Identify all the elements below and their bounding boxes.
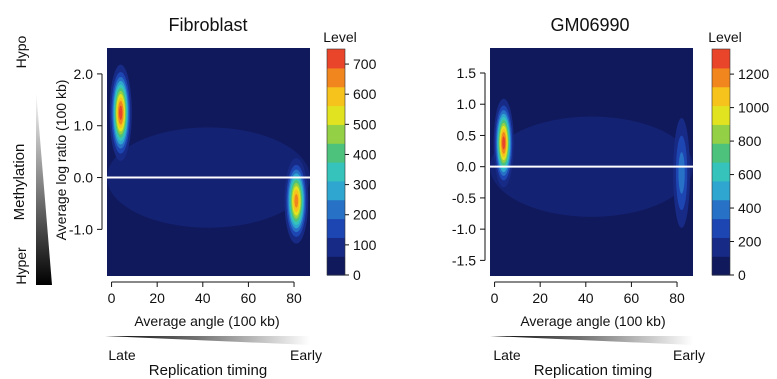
x-tick-label: 60 — [241, 290, 257, 306]
x-tick-label: 20 — [532, 290, 548, 306]
y-tick-label: 1.5 — [457, 65, 477, 81]
density-contour — [502, 136, 506, 150]
methylation-scale: Hypo Methylation Hyper — [11, 35, 52, 285]
y-tick-label: 1.0 — [457, 96, 477, 112]
colorbar-swatch — [327, 143, 345, 163]
colorbar-swatch — [327, 124, 345, 144]
colorbar-swatch — [327, 105, 345, 125]
x-axis-label: Average angle (100 kb) — [134, 313, 279, 329]
colorbar-swatch — [712, 124, 730, 144]
replication-late-label: Late — [108, 347, 135, 363]
colorbar-swatch — [712, 237, 730, 257]
colorbar-swatch — [712, 105, 730, 125]
chart-title: GM06990 — [550, 15, 629, 35]
replication-scale-left: Late Early Replication timing — [105, 336, 322, 379]
colorbar-tick-label: 600 — [738, 167, 762, 183]
x-tick-label: 80 — [669, 290, 685, 306]
colorbar: 0 100 200 300 400 500 600 700 — [326, 48, 377, 283]
colorbar-tick-label: 200 — [353, 207, 377, 223]
y-tick-label: -1.5 — [452, 252, 476, 268]
colorbar-frame — [326, 48, 346, 276]
replication-gradient-wedge — [490, 336, 693, 345]
colorbar-tick-label: 1200 — [738, 66, 769, 82]
methylation-top-label: Hypo — [13, 35, 29, 68]
methylation-gradient-wedge — [36, 90, 52, 285]
colorbar-tick-label: 700 — [353, 56, 377, 72]
colorbar-swatch — [327, 49, 345, 69]
colorbar-swatch — [712, 199, 730, 220]
colorbar-title: Level — [323, 29, 356, 45]
chart-title: Fibroblast — [168, 15, 247, 35]
density-contour — [119, 105, 123, 120]
colorbar-swatch — [327, 256, 345, 276]
replication-early-label: Early — [290, 347, 322, 363]
x-tick-label: 40 — [578, 290, 594, 306]
methylation-bottom-label: Hyper — [13, 247, 29, 285]
y-tick-label: -0.5 — [452, 190, 476, 206]
x-tick-label: 60 — [624, 290, 640, 306]
colorbar-swatch — [712, 162, 730, 182]
colorbar-swatch — [327, 180, 345, 201]
replication-label: Replication timing — [534, 362, 652, 379]
x-axis-label: Average angle (100 kb) — [520, 313, 665, 329]
colorbar-swatch — [712, 256, 730, 276]
y-axis-label: Average log ratio (100 kb) — [53, 80, 69, 241]
x-axis: 0 20 40 60 80 — [108, 281, 302, 306]
panel-gm06990: GM06990 0 20 40 60 80 1.5 1.0 0.5 0.0 -0.5 -1.0 -1… — [452, 15, 769, 329]
density-contour — [294, 194, 299, 208]
colorbar-frame — [711, 48, 731, 276]
x-tick-label: 0 — [491, 290, 499, 306]
y-tick-label: -1.0 — [452, 221, 476, 237]
colorbar-tick-label: 300 — [353, 177, 377, 193]
colorbar-tick-label: 600 — [353, 86, 377, 102]
colorbar-swatch — [327, 237, 345, 257]
replication-late-label: Late — [493, 347, 520, 363]
x-tick-label: 80 — [286, 290, 302, 306]
y-tick-label: 0.0 — [74, 170, 94, 186]
colorbar-tick-label: 800 — [738, 133, 762, 149]
colorbar-swatch — [712, 180, 730, 201]
colorbar-tick-label: 100 — [353, 237, 377, 253]
colorbar-tick-label: 400 — [353, 146, 377, 162]
colorbar: 0 200 400 600 800 1000 1200 — [711, 48, 769, 283]
replication-gradient-wedge — [105, 336, 310, 345]
y-tick-label: -1.0 — [69, 221, 93, 237]
colorbar-tick-label: 200 — [738, 234, 762, 250]
x-axis: 0 20 40 60 80 — [491, 281, 685, 306]
y-tick-label: 0.0 — [457, 159, 477, 175]
x-tick-label: 40 — [195, 290, 211, 306]
colorbar-tick-label: 500 — [353, 116, 377, 132]
colorbar-tick-label: 0 — [738, 267, 746, 283]
y-axis: 2.0 1.0 0.0 -1.0 — [69, 66, 103, 237]
colorbar-swatch — [327, 218, 345, 238]
colorbar-swatch — [712, 86, 730, 107]
colorbar-swatch — [712, 218, 730, 238]
panel-fibroblast: Fibroblast 0 20 40 60 80 2.0 1.0 0.0 -1.0 Avera… — [53, 15, 377, 329]
x-tick-label: 0 — [108, 290, 116, 306]
replication-scale-right: Late Early Replication timing — [490, 336, 705, 379]
colorbar-swatch — [712, 49, 730, 69]
methylation-label: Methylation — [11, 144, 28, 221]
colorbar-swatch — [327, 199, 345, 220]
y-tick-label: 2.0 — [74, 66, 94, 82]
y-tick-label: 1.0 — [74, 118, 94, 134]
replication-label: Replication timing — [149, 362, 267, 379]
colorbar-swatch — [712, 67, 730, 88]
y-tick-label: 0.5 — [457, 127, 477, 143]
colorbar-swatch — [327, 67, 345, 88]
replication-early-label: Early — [673, 347, 705, 363]
colorbar-tick-label: 400 — [738, 200, 762, 216]
colorbar-swatch — [327, 162, 345, 182]
density-contour — [678, 152, 685, 194]
colorbar-swatch — [712, 143, 730, 163]
x-tick-label: 20 — [149, 290, 165, 306]
colorbar-tick-label: 1000 — [738, 100, 769, 116]
colorbar-title: Level — [708, 29, 741, 45]
y-axis: 1.5 1.0 0.5 0.0 -0.5 -1.0 -1.5 — [452, 65, 486, 268]
colorbar-swatch — [327, 86, 345, 107]
colorbar-tick-label: 0 — [353, 267, 361, 283]
